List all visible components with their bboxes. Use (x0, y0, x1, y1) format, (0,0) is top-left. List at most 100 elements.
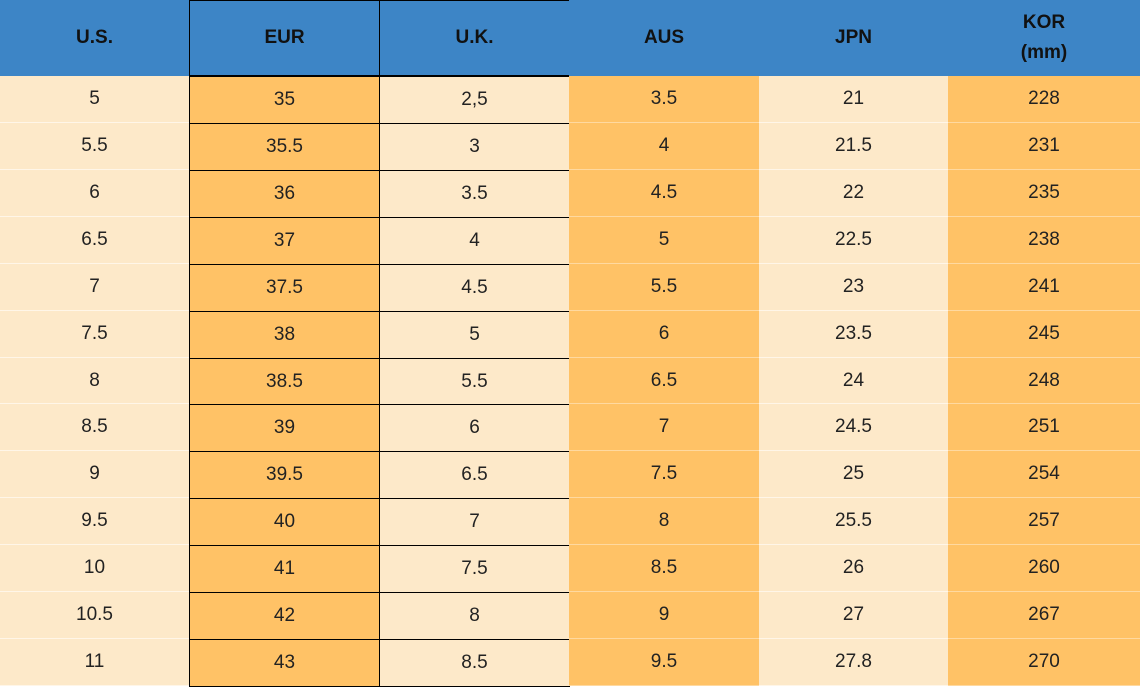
table-cell: 9 (0, 451, 189, 498)
cell-text: 235 (1028, 182, 1060, 203)
cell-text: 4.5 (461, 277, 488, 298)
cell-text: 27 (842, 604, 865, 625)
header-cell: EUR (189, 0, 380, 76)
table-cell: 5.5 (379, 358, 570, 405)
cell-text: 241 (1028, 276, 1060, 297)
table-cell: 39 (189, 404, 380, 452)
cell-text: 11 (84, 651, 105, 672)
cell-text: 8.5 (650, 557, 678, 578)
table-cell: 8 (379, 592, 570, 640)
table-cell: 24.5 (759, 404, 948, 451)
table-cell: 260 (948, 545, 1140, 592)
table-cell: 35.5 (189, 123, 380, 171)
cell-text: 38.5 (266, 370, 303, 392)
table-cell: 267 (948, 592, 1140, 639)
cell-text: 8.5 (461, 652, 488, 673)
cell-text: 267 (1028, 604, 1060, 625)
table-cell: 6.5 (0, 217, 189, 264)
cell-text: 7 (89, 276, 100, 297)
cell-text: U.S. (76, 27, 113, 48)
table-cell: 11 (0, 639, 189, 686)
table-cell: 4 (569, 123, 759, 170)
cell-text: 3.5 (650, 88, 678, 109)
cell-text: 40 (273, 511, 296, 532)
cell-text: 228 (1028, 88, 1060, 109)
table-cell: 39.5 (189, 451, 380, 499)
cell-text: 8 (658, 510, 670, 531)
cell-text: 251 (1028, 416, 1060, 437)
table-cell: 8 (0, 358, 189, 404)
table-cell: 10.5 (0, 592, 189, 639)
cell-text: 7.5 (81, 323, 108, 344)
table-cell: 5 (379, 311, 570, 359)
cell-text: 25 (842, 463, 865, 484)
cell-text: 238 (1028, 229, 1060, 250)
cell-text: 6 (469, 417, 480, 438)
table-cell: 23.5 (759, 311, 948, 358)
table-cell: 4.5 (379, 264, 570, 312)
table-cell: 23 (759, 264, 948, 311)
cell-text: 6 (658, 323, 670, 344)
cell-text: 10 (83, 557, 106, 578)
table-cell: 5 (0, 76, 189, 123)
table-cell: 7 (569, 404, 759, 451)
cell-text: 21 (842, 88, 865, 109)
cell-text: 25.5 (835, 510, 872, 531)
cell-text: 4.5 (650, 182, 678, 203)
cell-text: 6.5 (461, 464, 488, 485)
table-cell: 7.5 (569, 451, 759, 498)
table-cell: 8.5 (0, 404, 189, 451)
cell-text: 245 (1028, 323, 1060, 344)
table-cell: 3.5 (379, 170, 570, 218)
table-cell: 4.5 (569, 170, 759, 217)
table-cell: 5.5 (0, 123, 189, 170)
table-cell: 238 (948, 217, 1140, 264)
cell-text: 43 (273, 652, 296, 673)
cell-text: 9 (89, 463, 100, 484)
table-cell: 5.5 (569, 264, 759, 311)
table-cell: 9 (569, 592, 759, 639)
cell-text: 6.5 (81, 229, 108, 250)
cell-text: 3.5 (461, 183, 488, 204)
cell-text: 26 (842, 557, 865, 578)
cell-text: 23 (842, 276, 865, 297)
table-cell: 10 (0, 545, 189, 592)
cell-text: 3 (469, 136, 480, 157)
cell-text: 5.5 (650, 276, 678, 297)
cell-text: 5 (469, 324, 480, 345)
cell-text: 231 (1028, 135, 1060, 156)
cell-text: 35 (273, 89, 296, 110)
cell-text: 5 (658, 229, 670, 250)
header-cell: AUS (569, 0, 759, 76)
cell-text: 35.5 (266, 136, 303, 157)
table-cell: 35 (189, 76, 380, 124)
cell-text: 248 (1028, 369, 1060, 391)
cell-text: 9.5 (81, 510, 108, 531)
table-cell: 245 (948, 311, 1140, 358)
table-cell: 254 (948, 451, 1140, 498)
cell-text: 4 (658, 135, 670, 156)
table-cell: 26 (759, 545, 948, 592)
table-cell: 25 (759, 451, 948, 498)
table-cell: 22 (759, 170, 948, 217)
cell-text: 9 (658, 604, 670, 625)
cell-text: 37.5 (266, 277, 303, 298)
table-cell: 37.5 (189, 264, 380, 312)
table-cell: 6 (0, 170, 189, 217)
cell-text: 260 (1028, 557, 1060, 578)
table-cell: 6.5 (569, 358, 759, 404)
table-cell: 231 (948, 123, 1140, 170)
table-cell: 270 (948, 639, 1140, 686)
cell-text: 5.5 (81, 135, 108, 156)
table-cell: 21 (759, 76, 948, 123)
table-cell: 6.5 (379, 451, 570, 499)
cell-text: 8.5 (81, 416, 108, 437)
cell-text: KOR (mm) (1020, 12, 1068, 63)
table-cell: 8.5 (379, 639, 570, 687)
table-cell: 38 (189, 311, 380, 359)
table-cell: 43 (189, 639, 380, 687)
cell-text: 37 (273, 230, 296, 251)
table-cell: 40 (189, 498, 380, 546)
cell-text: 6 (89, 182, 100, 203)
